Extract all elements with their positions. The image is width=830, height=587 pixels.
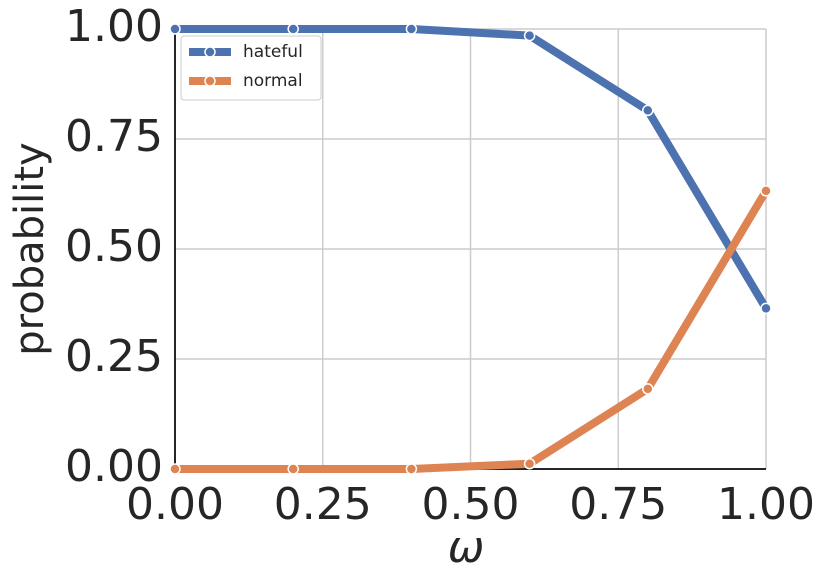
y-tick-label: 1.00 <box>65 1 163 52</box>
legend: hateful normal <box>180 35 322 101</box>
point <box>523 29 536 42</box>
legend-label: normal <box>243 71 303 91</box>
legend-marker <box>204 46 216 58</box>
point <box>169 463 181 475</box>
y-tick-label: 0.25 <box>65 331 163 382</box>
point <box>760 185 772 197</box>
point <box>760 302 772 315</box>
y-tick-label: 0.50 <box>65 221 163 272</box>
point <box>287 23 299 35</box>
point <box>405 23 418 35</box>
y-axis-label: probability <box>7 142 53 355</box>
series-line <box>175 188 770 473</box>
legend-marker <box>204 75 216 87</box>
x-tick-label: 0.50 <box>422 479 520 530</box>
y-tick-label: 0.00 <box>65 441 163 492</box>
x-tick-label: 1.00 <box>717 479 815 530</box>
point <box>642 383 654 395</box>
point <box>169 23 181 35</box>
point <box>523 457 536 470</box>
point <box>287 463 299 475</box>
x-tick-label: 0.25 <box>274 479 372 530</box>
y-tick-label: 0.75 <box>65 111 163 162</box>
point <box>405 463 418 475</box>
x-tick-label: 0.75 <box>569 479 667 530</box>
x-axis-label: ω <box>448 522 485 573</box>
point <box>642 104 654 117</box>
legend-label: hateful <box>243 42 303 62</box>
x-tick-label: 0.00 <box>126 479 224 530</box>
series-line <box>175 25 770 311</box>
